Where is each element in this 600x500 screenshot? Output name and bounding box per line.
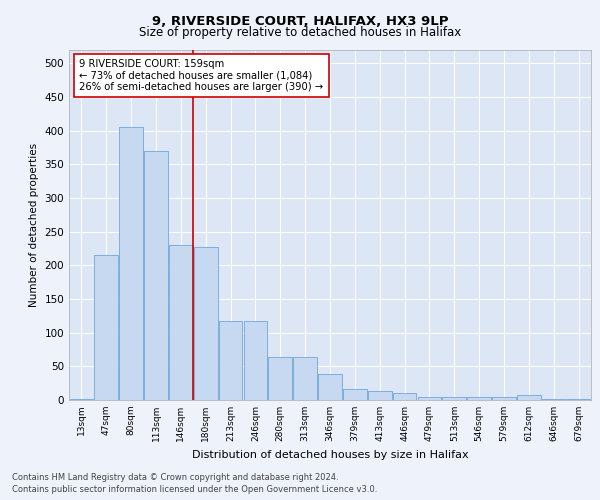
- Bar: [517, 396, 541, 400]
- Bar: [70, 398, 93, 400]
- Bar: [144, 151, 168, 400]
- Y-axis label: Number of detached properties: Number of detached properties: [29, 143, 39, 307]
- Text: Contains HM Land Registry data © Crown copyright and database right 2024.: Contains HM Land Registry data © Crown c…: [12, 472, 338, 482]
- Bar: [94, 256, 118, 400]
- Bar: [393, 394, 416, 400]
- X-axis label: Distribution of detached houses by size in Halifax: Distribution of detached houses by size …: [191, 450, 469, 460]
- Bar: [492, 396, 516, 400]
- Bar: [219, 320, 242, 400]
- Text: 9 RIVERSIDE COURT: 159sqm
← 73% of detached houses are smaller (1,084)
26% of se: 9 RIVERSIDE COURT: 159sqm ← 73% of detac…: [79, 59, 323, 92]
- Bar: [368, 390, 392, 400]
- Text: Contains public sector information licensed under the Open Government Licence v3: Contains public sector information licen…: [12, 485, 377, 494]
- Text: Size of property relative to detached houses in Halifax: Size of property relative to detached ho…: [139, 26, 461, 39]
- Bar: [318, 374, 342, 400]
- Bar: [343, 388, 367, 400]
- Bar: [418, 396, 441, 400]
- Bar: [542, 398, 566, 400]
- Bar: [194, 246, 218, 400]
- Bar: [244, 320, 267, 400]
- Bar: [442, 396, 466, 400]
- Text: 9, RIVERSIDE COURT, HALIFAX, HX3 9LP: 9, RIVERSIDE COURT, HALIFAX, HX3 9LP: [152, 15, 448, 28]
- Bar: [169, 245, 193, 400]
- Bar: [467, 396, 491, 400]
- Bar: [268, 357, 292, 400]
- Bar: [119, 128, 143, 400]
- Bar: [293, 357, 317, 400]
